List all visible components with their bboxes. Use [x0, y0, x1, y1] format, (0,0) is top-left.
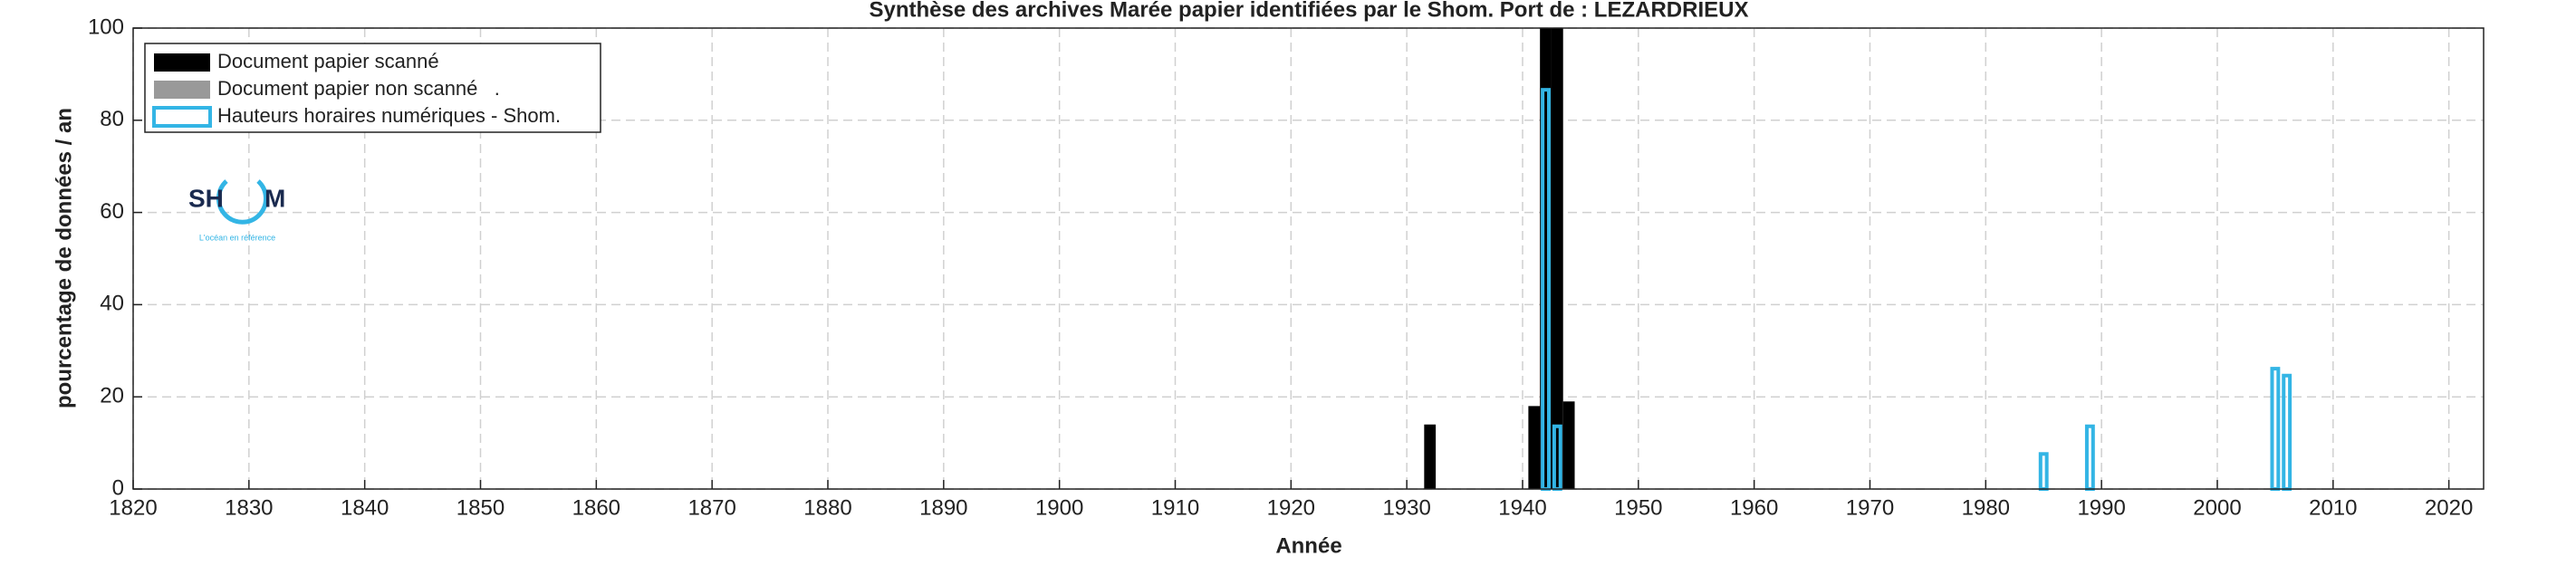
legend-label: Document papier scanné	[217, 50, 439, 72]
plot-frame	[132, 27, 2485, 490]
legend-swatch	[154, 81, 210, 99]
x-tick-label: 1970	[1846, 495, 1894, 520]
logo: SH M L'océan en référence	[188, 179, 285, 242]
x-tick-label: 2000	[2193, 495, 2241, 520]
y-tick-label: 80	[100, 107, 124, 131]
x-tick-label: 1910	[1151, 495, 1199, 520]
x-tick-label: 1950	[1614, 495, 1662, 520]
y-tick-label: 0	[112, 475, 124, 500]
y-axis-label: pourcentage de données / an	[52, 108, 76, 408]
y-tick-label: 100	[88, 14, 124, 39]
bar	[1551, 28, 1563, 489]
x-tick-label: 1990	[2077, 495, 2125, 520]
legend-label: Document papier non scanné .	[217, 77, 500, 100]
x-tick-label: 1960	[1730, 495, 1778, 520]
x-tick-label: 1870	[687, 495, 735, 520]
x-axis-label: Année	[1275, 533, 1341, 558]
y-tick-label: 40	[100, 292, 124, 316]
x-tick-label: 1880	[803, 495, 851, 520]
x-tick-label: 1980	[1962, 495, 2010, 520]
x-tick-label: 1940	[1498, 495, 1546, 520]
x-tick-label: 1850	[457, 495, 505, 520]
x-tick-label: 2010	[2309, 495, 2357, 520]
y-tick-label: 60	[100, 199, 124, 224]
bar	[1424, 424, 1437, 489]
bar	[1562, 401, 1575, 489]
legend-swatch	[152, 106, 212, 128]
logo-tagline: L'océan en référence	[199, 233, 275, 242]
chart-title: Synthèse des archives Marée papier ident…	[870, 0, 1749, 22]
x-tick-label: 1920	[1267, 495, 1315, 520]
legend-box	[144, 43, 601, 133]
bar	[1528, 406, 1541, 489]
x-tick-label: 2020	[2425, 495, 2473, 520]
logo-ring	[216, 179, 268, 225]
x-tick-label: 1830	[225, 495, 273, 520]
x-tick-label: 1860	[572, 495, 620, 520]
logo-text: SH	[188, 184, 224, 212]
x-tick-label: 1820	[109, 495, 157, 520]
legend-label: Hauteurs horaires numériques - Shom.	[217, 104, 561, 127]
y-tick-label: 20	[100, 384, 124, 408]
logo-text: M	[264, 184, 285, 212]
x-tick-label: 1890	[919, 495, 967, 520]
x-tick-label: 1930	[1382, 495, 1430, 520]
legend-swatch	[154, 53, 210, 72]
legend: Document papier scanné Document papier no…	[144, 43, 601, 133]
x-tick-label: 1840	[341, 495, 389, 520]
x-tick-label: 1900	[1035, 495, 1083, 520]
